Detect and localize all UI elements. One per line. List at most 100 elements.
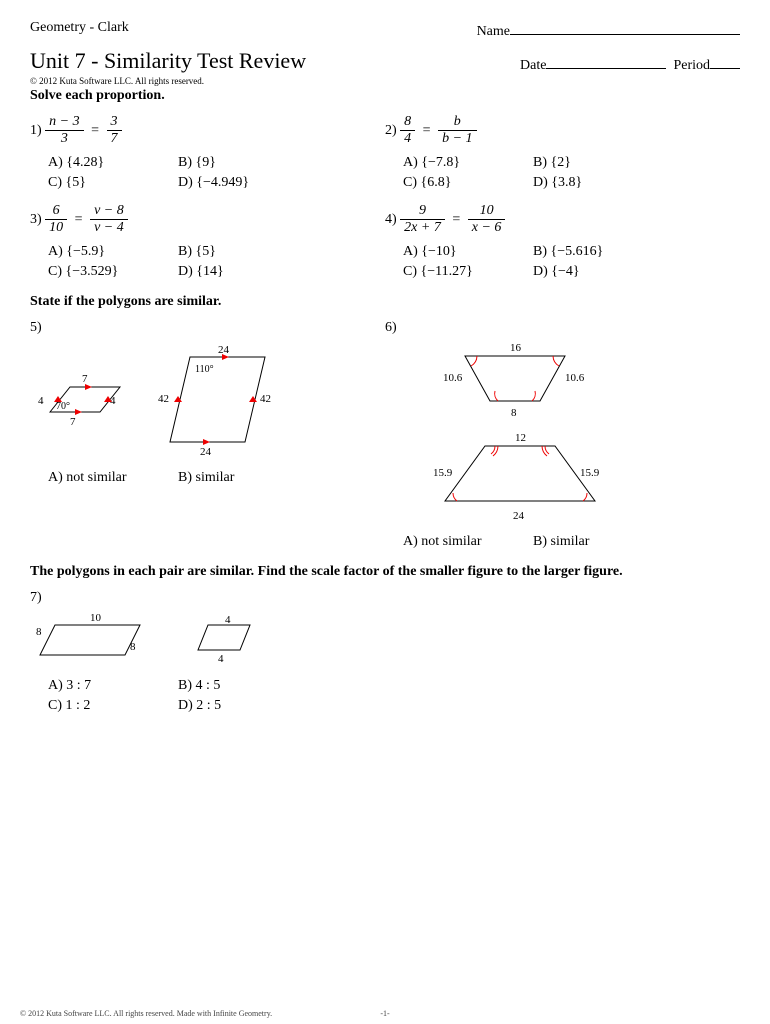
- q6-figure-2: 12 15.9 15.9 24: [415, 426, 635, 526]
- q5-choice-b[interactable]: B) similar: [178, 468, 308, 488]
- date-period: Date Period: [520, 54, 740, 74]
- q7-choice-c[interactable]: C) 1 : 2: [48, 696, 178, 716]
- q3-rden: v − 4: [90, 220, 128, 236]
- angle-arc-icon: [545, 446, 549, 454]
- q7-choices: A) 3 : 7B) 4 : 5 C) 1 : 2D) 2 : 5: [48, 676, 740, 716]
- footer: © 2012 Kuta Software LLC. All rights res…: [0, 1009, 770, 1018]
- q2-rnum: b: [438, 114, 476, 131]
- q1-right-frac: 37: [107, 114, 122, 147]
- q2-lden: 4: [400, 131, 415, 147]
- section-3: The polygons in each pair are similar. F…: [30, 564, 740, 580]
- q2-choices: A) {−7.8}B) {2} C) {6.8}D) {3.8}: [403, 153, 740, 193]
- question-2: 2) 84 = bb − 1 A) {−7.8}B) {2} C) {6.8}D…: [385, 114, 740, 193]
- q7-p1-s2: 8: [36, 626, 42, 638]
- date-label: Date: [520, 58, 546, 73]
- tick-icon: [203, 439, 210, 445]
- q1-lnum: n − 3: [45, 114, 83, 131]
- question-7: 7) 10 8 8 4 4 A) 3 : 7B) 4 : 5 C) 1 : 2D…: [30, 590, 740, 716]
- q7-p1-s1: 10: [90, 612, 102, 624]
- q5-p1-angle: 70°: [56, 401, 70, 412]
- q4-choice-c[interactable]: C) {−11.27}: [403, 262, 533, 282]
- q1-choice-a[interactable]: A) {4.28}: [48, 153, 178, 173]
- equals-sign: =: [87, 123, 103, 138]
- q1-choice-d[interactable]: D) {−4.949}: [178, 173, 308, 193]
- q7-p1-s3: 8: [130, 641, 136, 653]
- q4-number: 4): [385, 212, 397, 228]
- q3-lnum: 6: [45, 203, 67, 220]
- q6-choices: A) not similarB) similar: [403, 532, 740, 552]
- q5-p1-s1: 7: [82, 373, 88, 385]
- q1-rden: 7: [107, 131, 122, 147]
- q6-choice-a[interactable]: A) not similar: [403, 532, 533, 552]
- q1-left-frac: n − 33: [45, 114, 83, 147]
- period-label: Period: [673, 58, 710, 73]
- footer-copyright: © 2012 Kuta Software LLC. All rights res…: [20, 1009, 272, 1018]
- q2-choice-c[interactable]: C) {6.8}: [403, 173, 533, 193]
- q6-t2-bottom: 24: [513, 510, 525, 522]
- q2-choice-b[interactable]: B) {2}: [533, 153, 663, 173]
- name-label: Name: [477, 24, 510, 39]
- q4-lden: 2x + 7: [400, 220, 445, 236]
- name-blank[interactable]: [510, 20, 740, 35]
- q5-choice-a[interactable]: A) not similar: [48, 468, 178, 488]
- q6-t1-bottom: 8: [511, 407, 517, 419]
- q4-choice-b[interactable]: B) {−5.616}: [533, 242, 663, 262]
- q3-choice-a[interactable]: A) {−5.9}: [48, 242, 178, 262]
- copyright: © 2012 Kuta Software LLC. All rights res…: [30, 76, 740, 86]
- q2-left-frac: 84: [400, 114, 415, 147]
- q7-figure-2: 4 4: [190, 615, 270, 665]
- page-title: Unit 7 - Similarity Test Review: [30, 48, 306, 74]
- date-blank[interactable]: [546, 54, 666, 69]
- period-blank[interactable]: [710, 54, 740, 69]
- q4-right-frac: 10x − 6: [468, 203, 506, 236]
- q1-choice-c[interactable]: C) {5}: [48, 173, 178, 193]
- q4-lnum: 9: [400, 203, 445, 220]
- q5-p2-s4: 42: [158, 393, 169, 405]
- q5-choices: A) not similarB) similar: [48, 468, 385, 488]
- q6-choice-b[interactable]: B) similar: [533, 532, 663, 552]
- angle-arc-icon: [453, 493, 457, 501]
- q7-choice-a[interactable]: A) 3 : 7: [48, 676, 178, 696]
- q3-choice-c[interactable]: C) {−3.529}: [48, 262, 178, 282]
- q3-lden: 10: [45, 220, 67, 236]
- q3-choice-d[interactable]: D) {14}: [178, 262, 308, 282]
- equals-sign: =: [448, 212, 464, 227]
- q7-choice-b[interactable]: B) 4 : 5: [178, 676, 308, 696]
- q7-number: 7): [30, 590, 740, 606]
- q2-lnum: 8: [400, 114, 415, 131]
- q3-right-frac: v − 8v − 4: [90, 203, 128, 236]
- equals-sign: =: [419, 123, 435, 138]
- q4-choice-a[interactable]: A) {−10}: [403, 242, 533, 262]
- q2-number: 2): [385, 123, 397, 139]
- q4-rden: x − 6: [468, 220, 506, 236]
- q3-choice-b[interactable]: B) {5}: [178, 242, 308, 262]
- q5-p2-angle: 110°: [195, 364, 214, 375]
- section-2: State if the polygons are similar.: [30, 294, 740, 310]
- title-row: Unit 7 - Similarity Test Review Date Per…: [30, 44, 740, 74]
- q4-choice-d[interactable]: D) {−4}: [533, 262, 663, 282]
- tick-icon: [75, 409, 82, 415]
- q2-right-frac: bb − 1: [438, 114, 476, 147]
- q1-choice-b[interactable]: B) {9}: [178, 153, 308, 173]
- q5-number: 5): [30, 320, 385, 336]
- q2-choice-d[interactable]: D) {3.8}: [533, 173, 663, 193]
- q4-choices: A) {−10}B) {−5.616} C) {−11.27}D) {−4}: [403, 242, 740, 282]
- q2-choice-a[interactable]: A) {−7.8}: [403, 153, 533, 173]
- q6-t1-left: 10.6: [443, 372, 463, 384]
- q5-p2-s2: 42: [260, 393, 271, 405]
- q4-rnum: 10: [468, 203, 506, 220]
- angle-arc-icon: [471, 356, 477, 366]
- angle-arc-icon: [583, 493, 587, 501]
- tick-icon: [85, 384, 92, 390]
- q7-choice-d[interactable]: D) 2 : 5: [178, 696, 308, 716]
- course-label: Geometry - Clark: [30, 20, 129, 40]
- q5-p1-s3: 7: [70, 416, 76, 428]
- q6-figure-1: 16 10.6 10.6 8: [425, 336, 625, 426]
- angle-arc-icon: [495, 391, 498, 401]
- q3-left-frac: 610: [45, 203, 67, 236]
- angle-arc-icon: [491, 446, 495, 454]
- question-5: 5) 7 4 7 4 70° 24 42: [30, 320, 385, 488]
- q3-choices: A) {−5.9}B) {5} C) {−3.529}D) {14}: [48, 242, 385, 282]
- q7-p2-s1: 4: [225, 615, 231, 626]
- q6-t2-left: 15.9: [433, 467, 453, 479]
